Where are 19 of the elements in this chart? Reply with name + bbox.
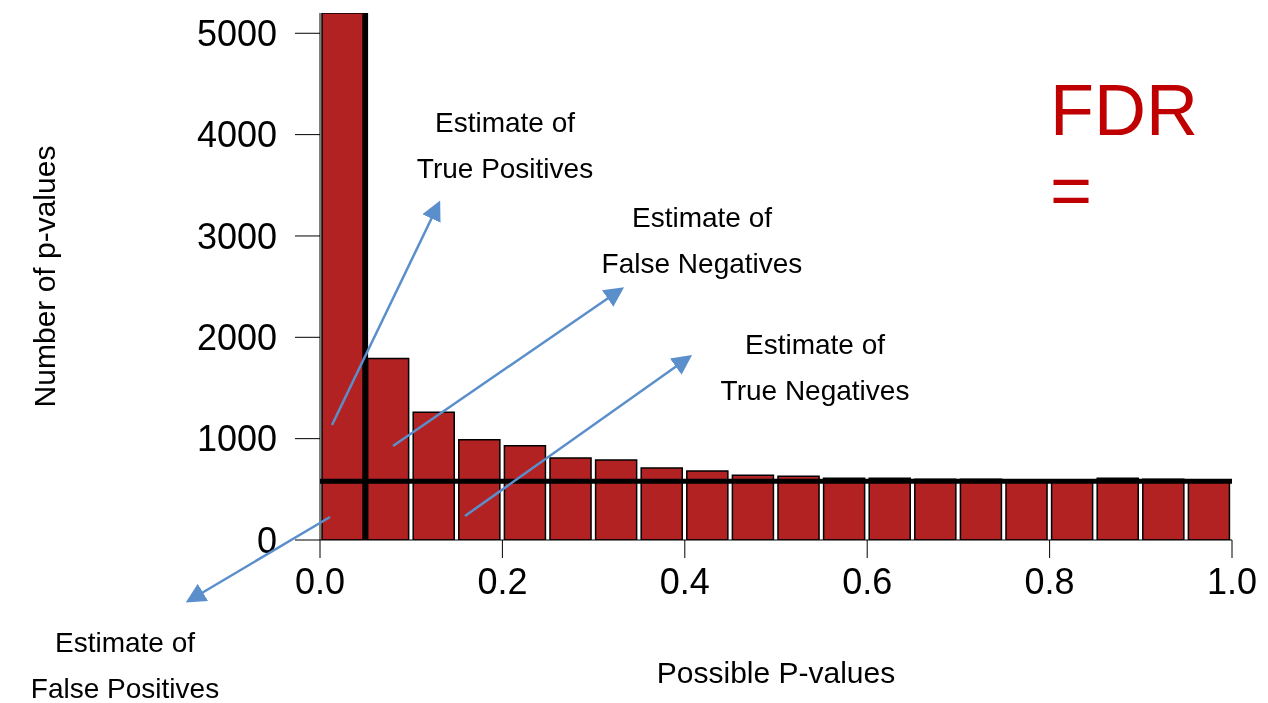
x-tick-label: 0.8 [1024, 560, 1075, 602]
y-tick-label: 1000 [196, 418, 277, 460]
x-tick-label: 0.2 [477, 560, 528, 602]
y-tick-label: 4000 [196, 114, 277, 156]
x-tick-label: 1.0 [1206, 560, 1258, 602]
y-tick-label: 0 [256, 519, 277, 561]
annotation: Estimate of True Negatives [719, 328, 911, 408]
y-tick-label: 3000 [196, 215, 277, 257]
annotation: Estimate of True Positives [415, 106, 595, 186]
x-axis-title: Possible P-values [656, 656, 896, 689]
y-axis-title: Number of p-values [27, 145, 61, 408]
x-tick-label: 0.4 [659, 560, 710, 602]
annotation: Estimate of False Negatives [600, 201, 804, 281]
x-tick-label: 0.0 [294, 560, 346, 602]
y-tick-label: 5000 [196, 13, 277, 55]
annotation: FDR = [1050, 70, 1199, 230]
x-tick-label: 0.6 [842, 560, 893, 602]
y-tick-label: 2000 [196, 317, 277, 359]
text: Estimate of False Positives [29, 626, 221, 703]
